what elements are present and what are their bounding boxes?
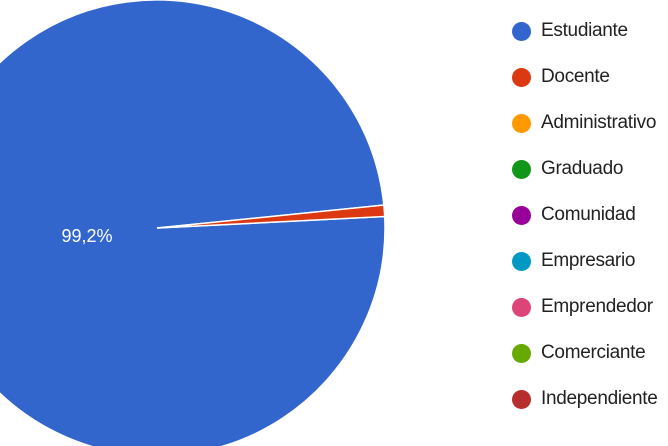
legend-label-estudiante: Estudiante	[541, 20, 628, 41]
legend-swatch-estudiante	[512, 21, 531, 41]
legend-label-graduado: Graduado	[541, 158, 624, 179]
legend-item-estudiante: Estudiante	[512, 8, 668, 54]
legend-label-independiente: Independiente	[541, 388, 658, 409]
pie-slice-estudiante	[0, 0, 386, 446]
legend-item-emprendedor: Emprendedor	[512, 284, 668, 330]
legend-label-emprendedor: Emprendedor	[541, 296, 653, 317]
legend-swatch-graduado	[512, 159, 531, 179]
legend-item-independiente: Independiente	[512, 376, 668, 422]
pie-slices	[0, 0, 386, 446]
legend-swatch-comunidad	[512, 205, 531, 225]
legend-label-docente: Docente	[541, 66, 610, 87]
legend-swatch-comerciante	[512, 343, 531, 363]
legend-item-comunidad: Comunidad	[512, 192, 668, 238]
chart-legend: Estudiante Docente Administrativo Graduado C…	[512, 8, 668, 422]
legend-item-graduado: Graduado	[512, 146, 668, 192]
legend-item-administrativo: Administrativo	[512, 100, 668, 146]
legend-label-empresario: Empresario	[541, 250, 636, 271]
slice-value-label-estudiante: 99,2%	[61, 226, 112, 246]
legend-swatch-empresario	[512, 251, 531, 271]
legend-label-comunidad: Comunidad	[541, 204, 636, 225]
legend-item-empresario: Empresario	[512, 238, 668, 284]
legend-item-docente: Docente	[512, 54, 668, 100]
legend-swatch-independiente	[512, 389, 531, 409]
legend-swatch-administrativo	[512, 113, 531, 133]
legend-swatch-emprendedor	[512, 297, 531, 317]
legend-label-comerciante: Comerciante	[541, 342, 646, 363]
pie-slice-labels: 99,2%	[61, 226, 112, 246]
legend-swatch-docente	[512, 67, 531, 87]
pie-slice-docente	[156, 204, 386, 229]
legend-label-administrativo: Administrativo	[541, 112, 657, 133]
legend-item-comerciante: Comerciante	[512, 330, 668, 376]
